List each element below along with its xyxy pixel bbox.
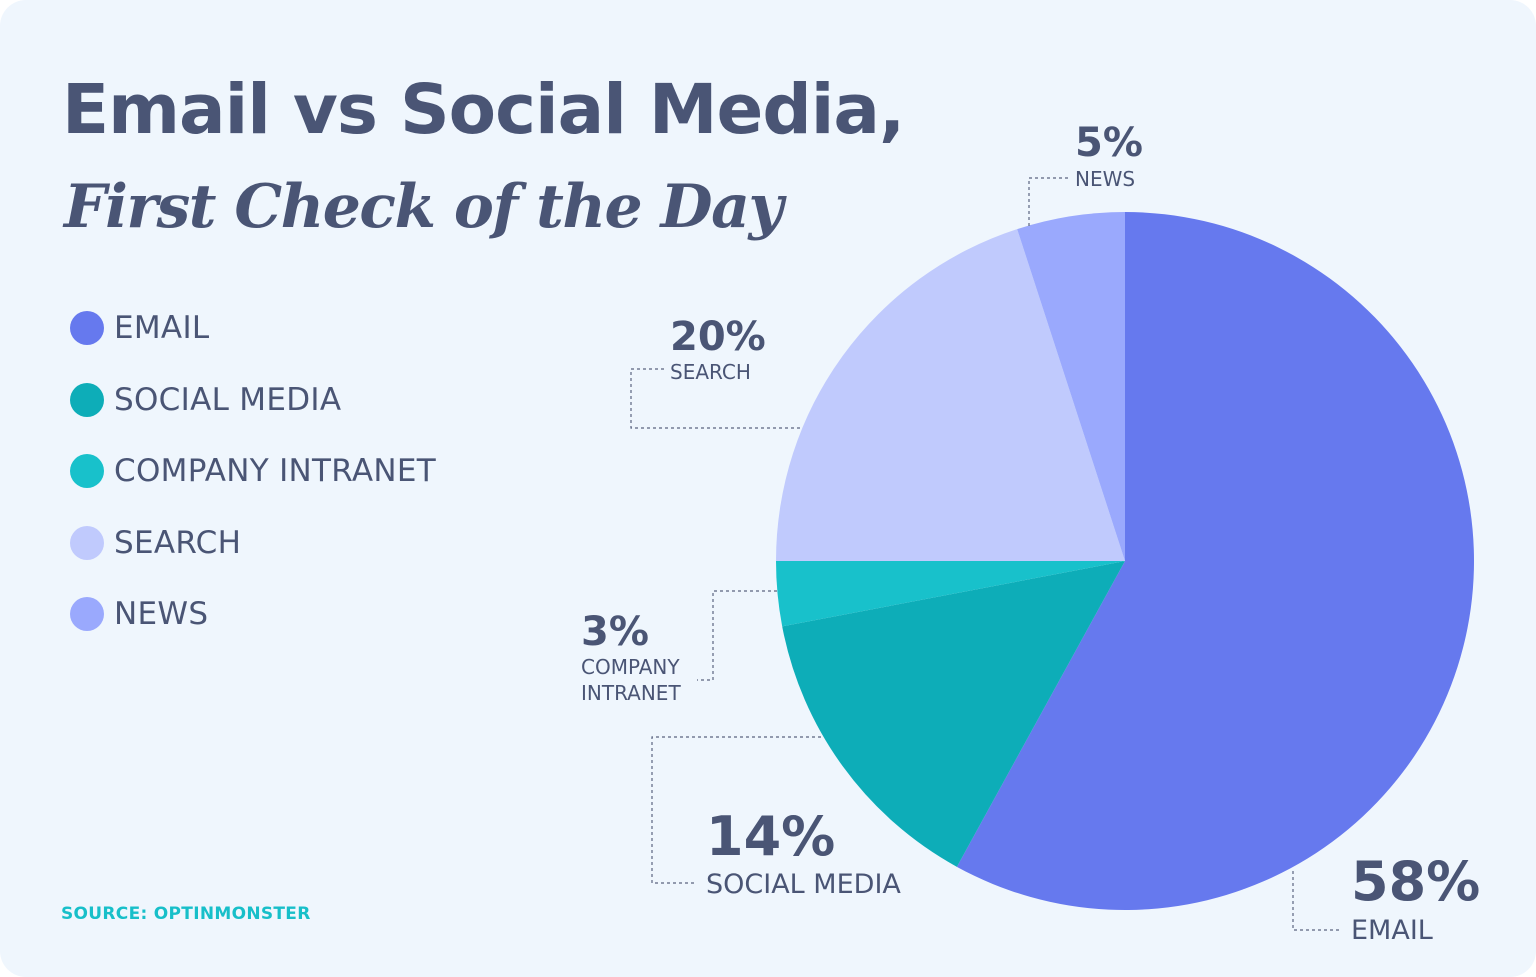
- slice-category-label-news: NEWS: [1075, 167, 1135, 191]
- slice-value-label-company-intranet: 3%: [581, 609, 649, 655]
- slice-value-label-email: 58%: [1351, 850, 1480, 913]
- chart-subtitle: First Check of the Day: [64, 172, 783, 242]
- legend-item-company-intranet: COMPANY INTRANET: [70, 453, 436, 489]
- leader-line-news: [1028, 177, 1068, 226]
- legend-label-email: EMAIL: [114, 310, 210, 346]
- pie-slice-company-intranet: [776, 561, 1125, 627]
- slice-category-label-search: SEARCH: [670, 360, 751, 384]
- legend-item-social-media: SOCIAL MEDIA: [70, 382, 436, 418]
- legend-label-news: NEWS: [114, 596, 209, 632]
- legend-label-social-media: SOCIAL MEDIA: [114, 381, 342, 418]
- legend-item-email: EMAIL: [70, 310, 436, 346]
- legend-swatch-news: [70, 597, 104, 631]
- legend-swatch-company-intranet: [70, 454, 104, 488]
- leader-line-email: [1292, 871, 1342, 931]
- slice-category-label-company-line-1: COMPANY: [581, 655, 680, 679]
- pie-slice-social-media: [782, 561, 1125, 867]
- legend-item-news: NEWS: [70, 596, 436, 632]
- pie-slice-search: [776, 229, 1125, 561]
- slice-category-label-social-media: SOCIAL MEDIA: [706, 869, 901, 900]
- slice-value-label-social-media: 14%: [706, 805, 835, 868]
- legend-item-search: SEARCH: [70, 525, 436, 561]
- legend-label-search: SEARCH: [114, 524, 242, 561]
- legend-swatch-social-media: [70, 382, 104, 417]
- slice-value-label-news: 5%: [1075, 120, 1143, 166]
- leader-line-search: [630, 368, 800, 429]
- pie-slices: [776, 212, 1475, 910]
- slice-labels: 5% NEWS 20% SEARCH 3% COMPANY INTRANET 1…: [581, 120, 1480, 946]
- pie-slice-news: [1017, 212, 1125, 561]
- slice-value-label-search: 20%: [670, 314, 766, 360]
- legend-swatch-email: [70, 311, 104, 345]
- legend-label-company-intranet: COMPANY INTRANET: [114, 453, 436, 489]
- slice-category-label-email: EMAIL: [1351, 915, 1433, 946]
- slice-category-label-company-line-2: INTRANET: [581, 681, 681, 705]
- legend: EMAIL SOCIAL MEDIA COMPANY INTRANET SEAR…: [70, 310, 436, 668]
- chart-title: Email vs Social Media,: [62, 70, 905, 150]
- pie-slice-email: [956, 212, 1475, 910]
- leader-line-social-media: [651, 736, 821, 884]
- leader-line-company-intranet: [697, 590, 777, 681]
- leader-lines: [630, 177, 1342, 931]
- legend-swatch-search: [70, 525, 104, 560]
- source-credit: SOURCE: OPTINMONSTER: [61, 904, 311, 924]
